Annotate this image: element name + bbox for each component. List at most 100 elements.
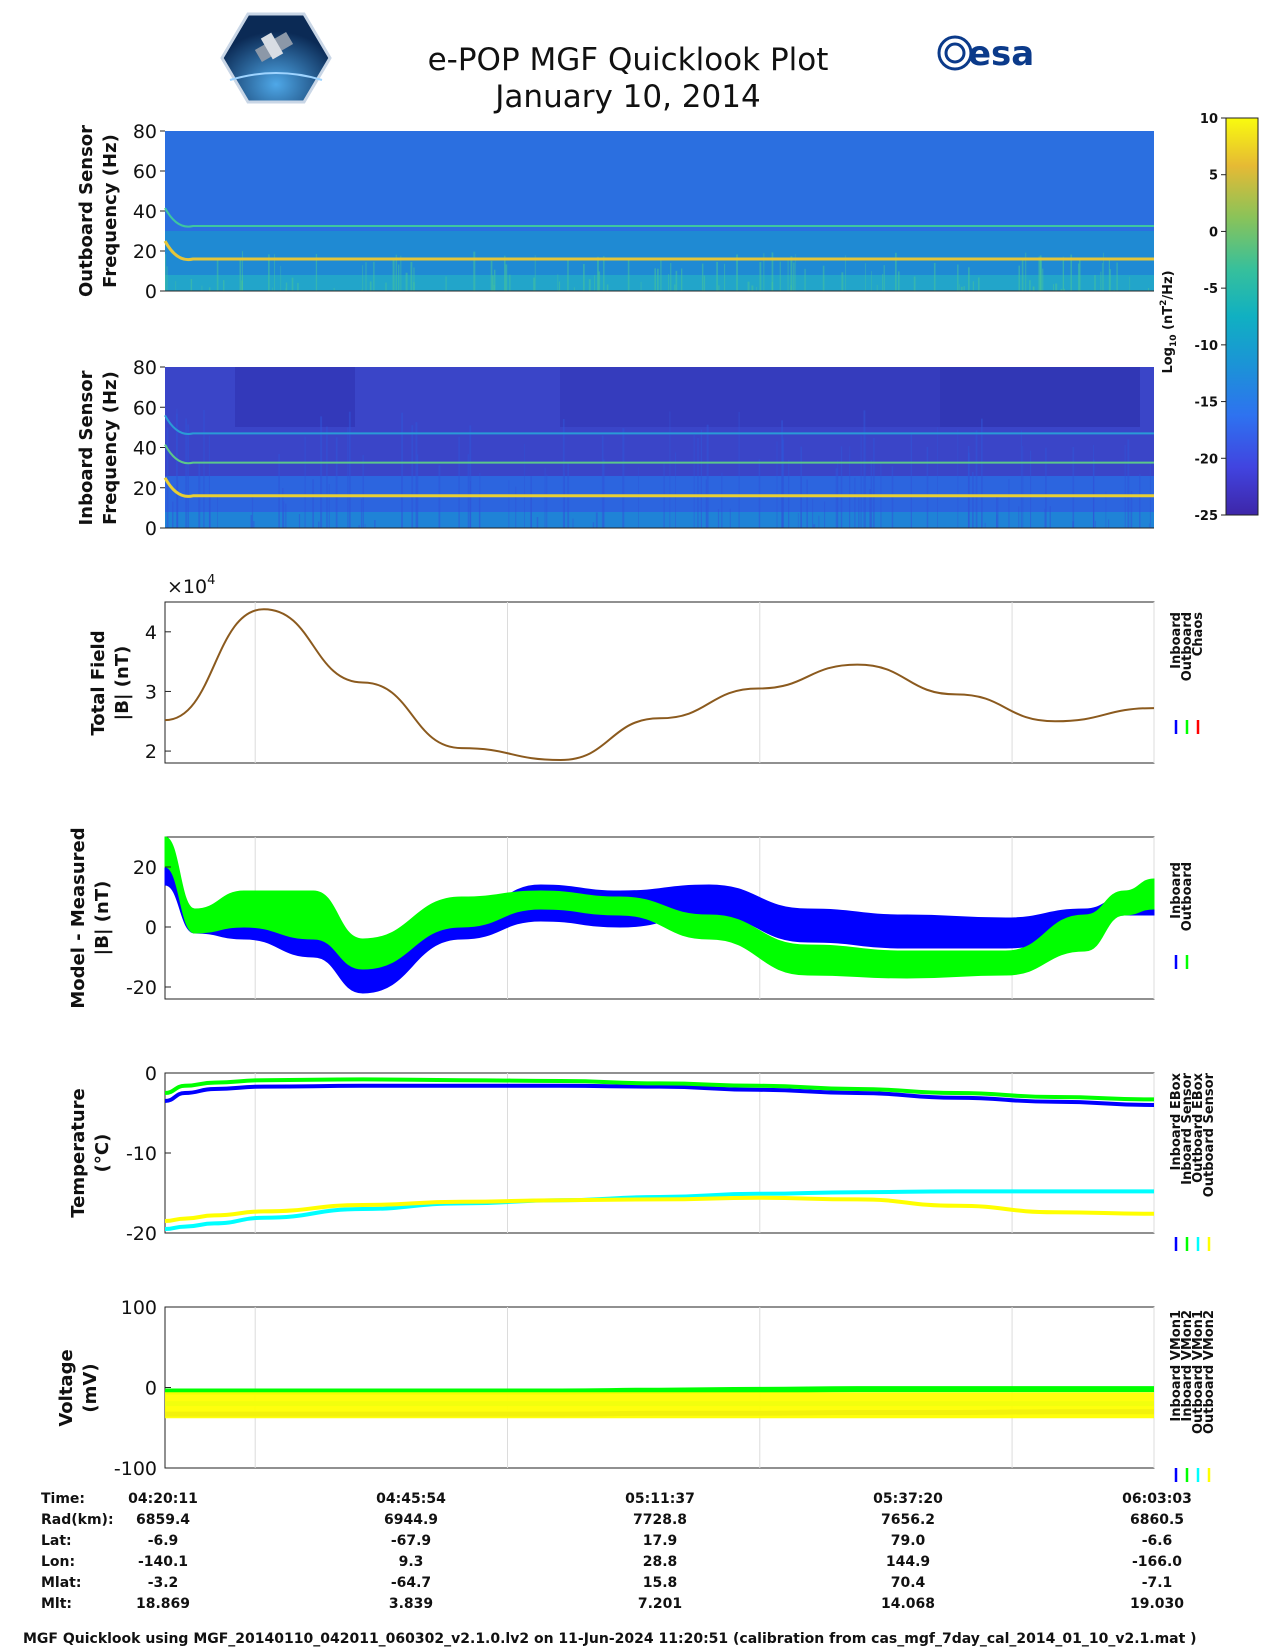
spectrogram-streak	[729, 508, 731, 528]
panel-outboard-spectrogram: 80 60 40 20 0 Outboard Sensor Frequency (Hz)	[76, 121, 1154, 303]
spectrogram-streak	[1070, 254, 1072, 291]
colorbar-label: Log10 (nT2/Hz)	[1159, 270, 1179, 373]
panel-model-measured: 20 0 -20 Model - Measured |B| (nT) Inboard…	[68, 827, 1195, 1008]
orbit-cell: 79.0	[891, 1533, 926, 1549]
spectrogram-streak	[509, 274, 511, 291]
spectrogram-streak	[822, 265, 825, 291]
spectrogram-streak	[1127, 439, 1130, 528]
series-line	[164, 1077, 1155, 1102]
spectrogram-streak	[697, 437, 699, 528]
orbit-cell: 15.8	[643, 1575, 678, 1591]
y-tick-label: 4	[145, 622, 157, 644]
spectrogram-streak	[557, 274, 559, 291]
spectrogram-streak	[779, 261, 781, 291]
spectrogram-streak	[675, 452, 676, 528]
legend-label: Chaos	[1191, 612, 1206, 656]
spectrogram-streak	[910, 433, 912, 528]
orbit-row-label: Mlat:	[41, 1575, 81, 1591]
spectrogram-streak	[841, 272, 844, 291]
spectrogram-streak	[304, 436, 306, 528]
orbit-row-label: Lon:	[41, 1554, 75, 1570]
spectrogram-streak	[398, 264, 400, 291]
spectrogram-streak	[638, 467, 639, 528]
spectrogram-dark-patch	[940, 367, 1140, 427]
panel-voltage: 100 0 -100 Voltage (mV) Inboard VMon1Inboa…	[56, 1297, 1217, 1482]
spectrogram-streak	[693, 434, 695, 528]
orbit-cell: -6.9	[148, 1533, 179, 1549]
spectrogram-streak	[493, 269, 496, 291]
spectrogram-streak	[883, 265, 885, 291]
spectrogram-streak	[1116, 262, 1118, 291]
orbit-cell: 9.3	[399, 1554, 424, 1570]
spectrogram-streak	[984, 522, 986, 528]
y-tick-label: 40	[133, 201, 157, 223]
spectrogram-streak	[835, 468, 838, 528]
spectrogram-streak	[601, 435, 604, 528]
spectrogram-streak	[670, 263, 672, 291]
orbit-cell: 3.839	[389, 1596, 433, 1612]
spectrogram-streak	[291, 277, 294, 291]
spectrogram-streak	[1148, 523, 1150, 528]
spectrogram-streak	[272, 287, 273, 291]
spectrogram-streak	[242, 251, 243, 291]
spectrogram-streak	[524, 444, 525, 528]
orbit-cell: -3.2	[148, 1575, 179, 1591]
orbit-cell: -6.6	[1142, 1533, 1173, 1549]
spectrogram-streak	[718, 285, 720, 291]
spectral-line	[164, 207, 1154, 228]
spectrogram-streak	[736, 254, 738, 291]
orbit-cell: 6859.4	[136, 1512, 190, 1528]
spectrogram-streak	[318, 521, 320, 528]
spectrogram-streak	[657, 268, 659, 291]
spectrogram-streak	[716, 261, 718, 291]
spectrogram-streak	[756, 287, 757, 291]
spectrogram-streak	[567, 259, 569, 291]
orbit-cell: 19.030	[1130, 1596, 1184, 1612]
spectrogram-streak	[208, 287, 211, 291]
spectrogram-streak	[492, 275, 494, 291]
spectrogram-streak	[1105, 491, 1107, 528]
colorbar-tick-label: 10	[1200, 112, 1218, 127]
spectrogram-streak	[362, 455, 364, 528]
spectrogram-streak	[533, 277, 535, 291]
spectrogram-streak	[395, 254, 397, 291]
colorbar-gradient	[1225, 117, 1259, 516]
spectrogram-streak	[854, 477, 856, 528]
spectrogram-streak	[882, 274, 884, 291]
spectrogram-streak	[1093, 445, 1094, 528]
spectrogram-streak	[787, 258, 789, 291]
spectrogram-streak	[1018, 506, 1020, 528]
spectrogram-streak	[374, 520, 376, 528]
spectrogram-streak	[957, 264, 959, 291]
spectrogram-streak	[360, 499, 363, 528]
spectrogram-streak	[968, 267, 970, 291]
colorbar-tick-label: -5	[1204, 282, 1218, 297]
orbit-cell: -7.1	[1142, 1575, 1173, 1591]
spectrogram-streak	[203, 410, 205, 528]
spectrogram-streak	[1020, 430, 1022, 528]
y-tick-label: 0	[145, 1378, 157, 1400]
spectrogram-streak	[759, 262, 762, 291]
spectrogram-streak	[597, 256, 599, 291]
orbit-cell: 70.4	[891, 1575, 926, 1591]
legend-label: Outboard VMon2	[1202, 1310, 1217, 1434]
spectrogram-streak	[747, 281, 750, 291]
temperature-ylabel-line1: Temperature	[68, 1088, 89, 1217]
spectrogram-streak	[373, 261, 375, 291]
orbit-cell: 6944.9	[384, 1512, 438, 1528]
orbit-cell: 7656.2	[881, 1512, 935, 1528]
y-tick-label: 60	[133, 397, 157, 419]
spectrogram-streak	[996, 495, 997, 528]
spectrogram-streak	[166, 266, 168, 291]
orbit-cell: -166.0	[1132, 1554, 1182, 1570]
inboard-ylabel-line2: Frequency (Hz)	[100, 371, 121, 525]
spectrogram-streak	[536, 517, 539, 528]
y-tick-label: -20	[126, 1223, 157, 1245]
spectrogram-streak	[724, 263, 726, 291]
y-tick-label: -100	[114, 1458, 157, 1480]
spectrogram-streak	[717, 509, 720, 528]
spectrogram-streak	[926, 446, 929, 528]
spectrogram-streak	[1025, 252, 1027, 291]
voltage-ylabel-line1: Voltage	[56, 1349, 77, 1426]
esa-logo-text: esa	[968, 34, 1034, 74]
